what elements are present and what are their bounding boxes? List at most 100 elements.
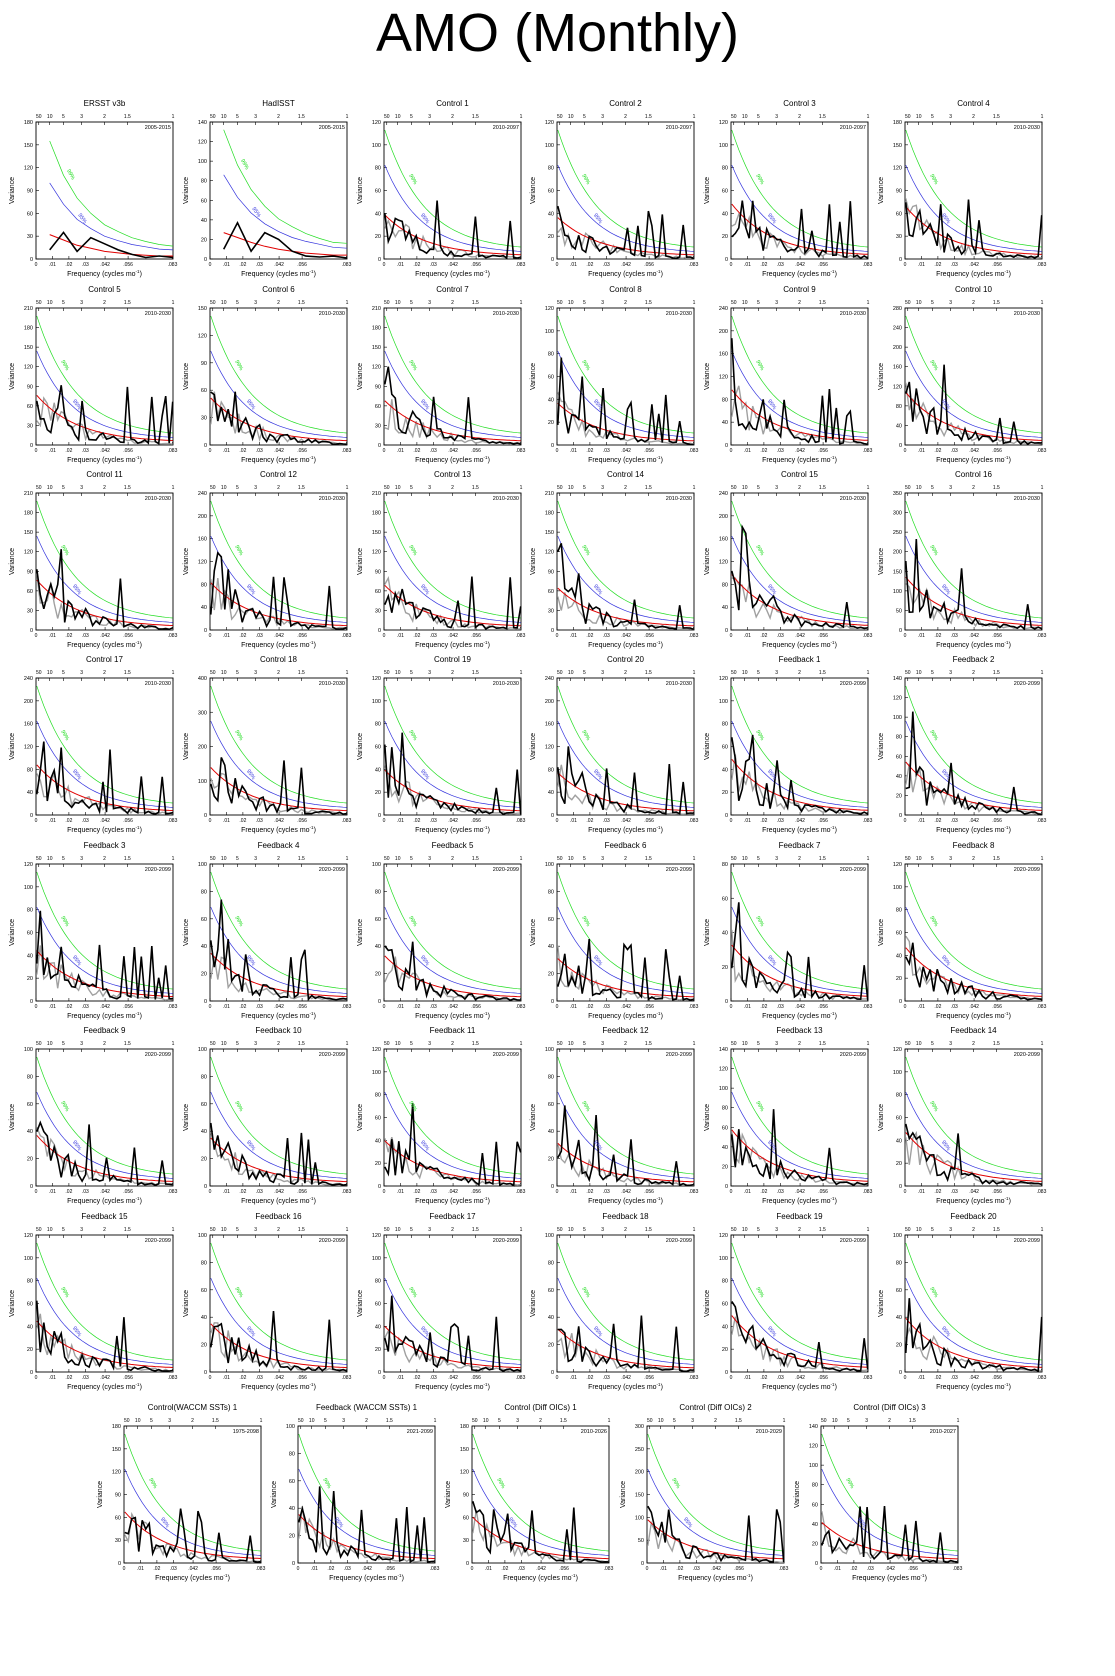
x-axis-label: Frequency (cycles mo-1) bbox=[936, 1382, 1011, 1391]
year-range: 1975-2098 bbox=[233, 1429, 259, 1435]
y-tick-label: 200 bbox=[719, 514, 728, 520]
x-tick-label: .056 bbox=[818, 818, 828, 824]
plot-frame bbox=[209, 677, 348, 816]
y-tick-label: 20 bbox=[548, 420, 554, 426]
y-tick-label: 90 bbox=[27, 569, 33, 575]
ci99-line bbox=[905, 871, 1042, 990]
x-tick-label: .03 bbox=[518, 1566, 525, 1572]
x-tick-label: 0 bbox=[730, 1189, 733, 1195]
spectrum-line bbox=[905, 711, 1042, 816]
x-tick-label: .083 bbox=[863, 1189, 873, 1195]
chart-panel: Control 450 10 5 3 2 1.5 12010-203003060901201… bbox=[878, 99, 1047, 278]
red-noise-line bbox=[905, 947, 1042, 997]
ci99-line bbox=[472, 1433, 609, 1552]
x-axis-label: Frequency (cycles mo-1) bbox=[241, 1011, 316, 1020]
year-range: 2010-2030 bbox=[840, 496, 866, 502]
x-tick-label: .01 bbox=[570, 1004, 577, 1010]
period-tick-label: 2 bbox=[972, 1227, 975, 1233]
x-tick-label: .042 bbox=[274, 448, 284, 454]
period-tick-label: 1.5 bbox=[993, 300, 1000, 306]
year-range: 2010-2030 bbox=[666, 311, 692, 317]
period-tick-label: 10 bbox=[221, 670, 227, 676]
period-tick-label: 10 bbox=[742, 300, 748, 306]
x-tick-label: .083 bbox=[863, 1004, 873, 1010]
x-tick-label: .042 bbox=[795, 1004, 805, 1010]
period-tick-label: 1 bbox=[520, 856, 523, 862]
y-tick-label: 80 bbox=[27, 1279, 33, 1285]
period-tick-label: 50 bbox=[821, 1418, 827, 1424]
x-tick-label: .02 bbox=[65, 448, 72, 454]
ci95-line bbox=[557, 906, 694, 994]
x-tick-label: .01 bbox=[744, 633, 751, 639]
x-tick-label: .056 bbox=[123, 1375, 133, 1381]
spectrum-line bbox=[731, 1301, 869, 1372]
year-range: 2010-2030 bbox=[319, 681, 345, 687]
period-tick-label: 10 bbox=[916, 114, 922, 120]
x-tick-label: .056 bbox=[818, 448, 828, 454]
y-tick-label: 80 bbox=[375, 1093, 381, 1099]
ci95-label: 95% bbox=[419, 584, 430, 597]
x-tick-label: .056 bbox=[818, 262, 828, 268]
period-tick-label: 2 bbox=[624, 485, 627, 491]
period-tick-label: 10 bbox=[395, 114, 401, 120]
period-tick-label: 5 bbox=[673, 1418, 676, 1424]
period-tick-label: 10 bbox=[395, 1041, 401, 1047]
period-tick-label: 3 bbox=[428, 485, 431, 491]
x-tick-label: .03 bbox=[777, 262, 784, 268]
y-tick-label: 100 bbox=[545, 862, 554, 868]
year-range: 2010-2030 bbox=[145, 681, 171, 687]
period-tick-label: 3 bbox=[949, 485, 952, 491]
y-tick-label: 40 bbox=[722, 767, 728, 773]
plot-frame bbox=[209, 121, 348, 260]
x-tick-label: .083 bbox=[1037, 1004, 1047, 1010]
plot-frame bbox=[556, 677, 695, 816]
period-tick-label: 1 bbox=[346, 670, 349, 676]
chart-panel: Control 950 10 5 3 2 1.5 12010-203004080120160… bbox=[704, 285, 873, 464]
y-tick-label: 80 bbox=[722, 722, 728, 728]
x-tick-label: .083 bbox=[516, 1189, 526, 1195]
year-range: 2010-2030 bbox=[1014, 125, 1040, 131]
y-tick-label: 90 bbox=[115, 1493, 121, 1499]
period-tick-label: 1 bbox=[867, 670, 870, 676]
period-tick-label: 10 bbox=[568, 856, 574, 862]
y-axis-label: Variance bbox=[183, 548, 190, 575]
x-tick-label: .03 bbox=[951, 262, 958, 268]
x-tick-label: .042 bbox=[795, 262, 805, 268]
red-noise-line bbox=[210, 767, 347, 812]
period-tick-label: 1.5 bbox=[472, 1041, 479, 1047]
spectrum-line bbox=[36, 1120, 173, 1186]
y-tick-label: 60 bbox=[896, 754, 902, 760]
period-tick-label: 2 bbox=[103, 1227, 106, 1233]
panel-title: Feedback 17 bbox=[429, 1212, 476, 1221]
period-tick-label: 2 bbox=[277, 114, 280, 120]
x-tick-label: 0 bbox=[209, 633, 212, 639]
year-range: 2010-2030 bbox=[1014, 311, 1040, 317]
x-tick-label: .02 bbox=[760, 633, 767, 639]
x-tick-label: .03 bbox=[256, 818, 263, 824]
x-tick-label: .083 bbox=[1037, 633, 1047, 639]
ci99-line bbox=[384, 500, 521, 619]
y-tick-label: 60 bbox=[375, 404, 381, 410]
y-tick-label: 30 bbox=[27, 234, 33, 240]
period-tick-label: 50 bbox=[905, 670, 911, 676]
y-tick-label: 80 bbox=[548, 767, 554, 773]
period-tick-label: 3 bbox=[80, 485, 83, 491]
x-tick-label: .01 bbox=[834, 1566, 841, 1572]
y-tick-label: 140 bbox=[719, 1047, 728, 1053]
x-tick-label: .03 bbox=[430, 262, 437, 268]
x-tick-label: .042 bbox=[795, 1189, 805, 1195]
y-tick-label: 40 bbox=[375, 1324, 381, 1330]
ci99-line bbox=[905, 315, 1042, 434]
plot-frame bbox=[35, 121, 174, 260]
y-tick-label: 0 bbox=[30, 628, 33, 634]
ci99-line bbox=[210, 315, 347, 434]
x-tick-label: .02 bbox=[934, 1189, 941, 1195]
y-tick-label: 60 bbox=[27, 1302, 33, 1308]
y-axis-label: Variance bbox=[9, 919, 16, 946]
x-tick-label: .03 bbox=[777, 448, 784, 454]
ci95-label: 95% bbox=[940, 399, 951, 412]
ci99-label: 99% bbox=[580, 1286, 591, 1299]
x-tick-label: .042 bbox=[969, 1004, 979, 1010]
